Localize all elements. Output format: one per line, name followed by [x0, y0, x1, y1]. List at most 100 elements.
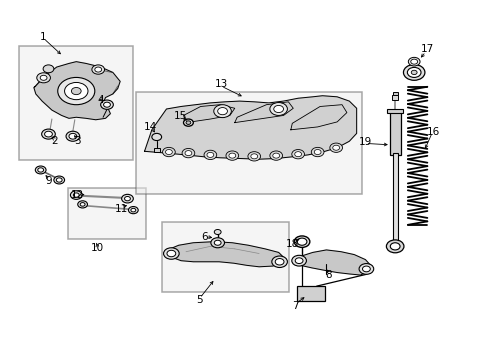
Circle shape — [213, 105, 231, 118]
Text: 8: 8 — [325, 270, 331, 280]
Circle shape — [182, 148, 194, 158]
Circle shape — [210, 238, 224, 248]
Circle shape — [297, 238, 306, 245]
Circle shape — [95, 67, 102, 72]
Circle shape — [203, 150, 216, 159]
Bar — [297, 286, 325, 301]
Bar — [386, 109, 403, 113]
Circle shape — [247, 152, 260, 161]
Bar — [136, 92, 361, 194]
Text: 13: 13 — [214, 79, 227, 89]
Polygon shape — [183, 105, 234, 123]
Circle shape — [386, 240, 403, 253]
Circle shape — [152, 134, 161, 140]
Circle shape — [217, 108, 227, 115]
Circle shape — [183, 119, 193, 126]
Text: 16: 16 — [426, 127, 439, 136]
Circle shape — [314, 149, 321, 154]
Circle shape — [269, 103, 287, 116]
Circle shape — [122, 194, 133, 203]
Circle shape — [291, 255, 306, 266]
Circle shape — [410, 59, 417, 64]
Bar — [392, 93, 397, 95]
Circle shape — [389, 243, 399, 250]
Text: 4: 4 — [97, 95, 104, 105]
Circle shape — [185, 121, 190, 125]
Text: 17: 17 — [420, 44, 433, 54]
Circle shape — [271, 256, 287, 267]
Bar — [389, 112, 400, 155]
Text: 6: 6 — [201, 232, 207, 242]
Circle shape — [43, 65, 54, 73]
Circle shape — [228, 153, 235, 158]
Circle shape — [58, 77, 95, 105]
Circle shape — [73, 193, 79, 197]
Circle shape — [163, 248, 179, 259]
Circle shape — [64, 82, 88, 100]
Text: 7: 7 — [292, 301, 298, 311]
Circle shape — [103, 102, 110, 107]
Text: 9: 9 — [45, 176, 52, 186]
Polygon shape — [234, 102, 293, 123]
Text: 12: 12 — [71, 190, 84, 200]
Circle shape — [273, 105, 283, 113]
Circle shape — [92, 65, 104, 74]
Circle shape — [131, 208, 136, 212]
Circle shape — [329, 143, 342, 152]
Text: 5: 5 — [196, 295, 203, 305]
Circle shape — [410, 70, 416, 75]
Circle shape — [214, 229, 221, 234]
Circle shape — [41, 129, 55, 139]
Circle shape — [294, 152, 301, 157]
Polygon shape — [167, 242, 284, 267]
Circle shape — [162, 147, 175, 157]
Circle shape — [124, 197, 130, 201]
Bar — [391, 95, 397, 100]
Circle shape — [403, 64, 424, 80]
Text: 3: 3 — [74, 136, 81, 146]
Circle shape — [35, 166, 46, 174]
Circle shape — [294, 236, 309, 247]
Circle shape — [275, 258, 284, 265]
Polygon shape — [295, 250, 370, 275]
Bar — [154, 148, 159, 152]
Circle shape — [362, 266, 369, 272]
Text: 11: 11 — [115, 204, 128, 215]
Circle shape — [70, 191, 82, 199]
Circle shape — [225, 151, 238, 160]
Text: 14: 14 — [144, 122, 157, 132]
Circle shape — [332, 145, 339, 150]
Circle shape — [54, 176, 64, 184]
Circle shape — [44, 131, 52, 137]
Polygon shape — [34, 62, 120, 120]
Circle shape — [250, 154, 257, 159]
Text: 1: 1 — [40, 32, 47, 41]
Circle shape — [166, 250, 175, 257]
Circle shape — [80, 203, 85, 206]
Bar — [68, 188, 146, 239]
Circle shape — [69, 134, 77, 139]
Circle shape — [78, 201, 87, 208]
Polygon shape — [144, 96, 356, 159]
Circle shape — [214, 240, 221, 245]
Circle shape — [71, 87, 81, 95]
Circle shape — [407, 57, 419, 66]
Circle shape — [128, 207, 138, 214]
Circle shape — [165, 149, 172, 154]
Circle shape — [272, 153, 279, 158]
Circle shape — [184, 150, 191, 156]
Text: 15: 15 — [173, 111, 186, 121]
Circle shape — [407, 67, 420, 77]
Circle shape — [295, 258, 303, 264]
Circle shape — [206, 152, 213, 157]
Circle shape — [56, 178, 62, 182]
Bar — [161, 222, 289, 292]
Text: 10: 10 — [90, 243, 103, 253]
Circle shape — [101, 100, 113, 109]
Text: 19: 19 — [358, 138, 371, 147]
Circle shape — [311, 147, 324, 157]
Text: 2: 2 — [51, 136, 58, 146]
Circle shape — [358, 264, 373, 274]
Polygon shape — [290, 105, 346, 130]
Circle shape — [291, 149, 304, 159]
